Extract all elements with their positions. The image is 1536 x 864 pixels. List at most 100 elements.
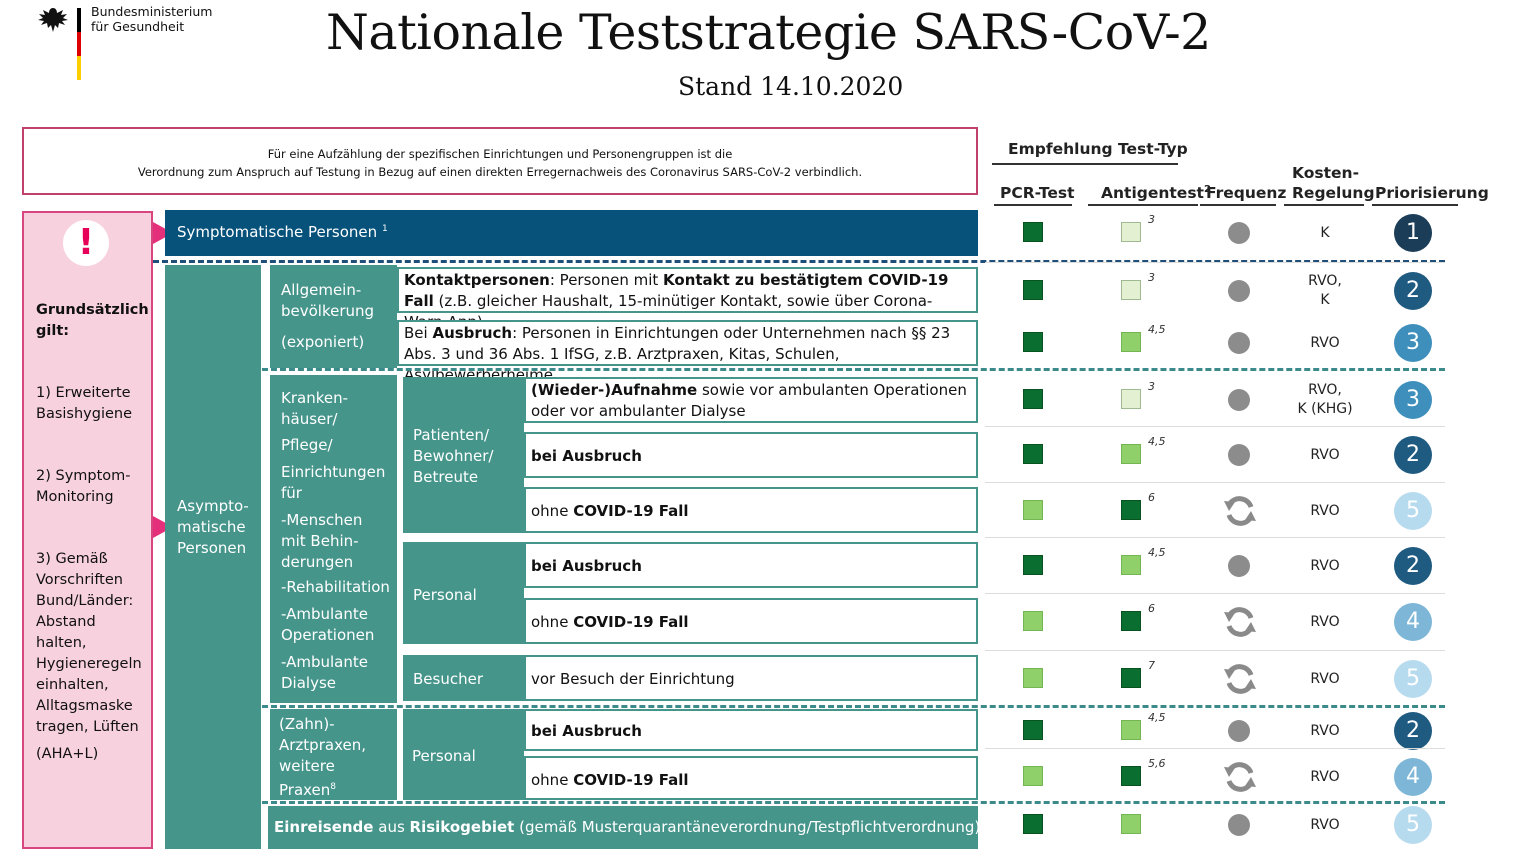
antigen-marker: [1121, 444, 1141, 464]
priority-badge: 4: [1394, 758, 1432, 796]
dot-icon: [1228, 332, 1250, 354]
cost-value: RVO: [1310, 769, 1340, 785]
priority-badge: 3: [1394, 324, 1432, 362]
ministry-line-2: für Gesundheit: [91, 19, 185, 34]
column-priority-underline: [1372, 204, 1458, 206]
travellers-b1: Einreisende: [274, 818, 374, 836]
antigen-marker: [1121, 668, 1141, 688]
hospitals-line-2: Pflege/: [281, 436, 333, 454]
column-frequency: Frequenz: [1206, 184, 1287, 202]
row-separator: [985, 426, 1445, 427]
cycle-icon: [1221, 660, 1259, 698]
practice-staff-box: [403, 709, 524, 800]
symptomatic-bar: [165, 210, 978, 256]
pcr-marker: [1023, 389, 1043, 409]
column-frequency-underline: [1200, 204, 1276, 206]
antigen-marker: [1121, 814, 1141, 834]
row-separator: [985, 593, 1445, 594]
column-group-underline: [992, 163, 1178, 165]
cost-line: K (KHG): [1297, 401, 1353, 417]
antigen-footnote: 4,5: [1148, 711, 1166, 724]
column-antigen-label: Antigentest: [1101, 184, 1204, 203]
practices-text: (Zahn)-Arztpraxen, weitere Praxen: [279, 715, 366, 799]
priority-badge: 2: [1394, 547, 1432, 585]
dot-icon: [1228, 389, 1250, 411]
cost-value: RVO, K: [1280, 272, 1370, 310]
travellers-t1: aus: [373, 818, 410, 836]
practices-label: (Zahn)-Arztpraxen, weitere Praxen8: [279, 714, 389, 801]
antigen-footnote: 5,6: [1148, 757, 1166, 770]
divider-symptomatic: [153, 260, 1445, 263]
symptomatic-sup: 1: [381, 224, 388, 234]
rules-heading: Grundsätzlich gilt:: [36, 302, 149, 339]
row-practice-outbreak: bei Ausbruch: [524, 709, 978, 751]
row5-b1: COVID-19 Fall: [573, 502, 689, 520]
divider-practices: [262, 801, 1445, 804]
dot-icon: [1228, 555, 1250, 577]
hospitals-box: [270, 375, 397, 703]
row-patients-no-case: ohne COVID-19 Fall: [524, 487, 978, 533]
asymptomatic-label: Asympto-matische Personen: [177, 497, 249, 557]
row3-b1: (Wieder-)Aufnahme: [531, 381, 698, 399]
antigen-footnote: 4,5: [1148, 323, 1166, 336]
column-pcr-underline: [994, 204, 1072, 206]
intro-line-2: Verordnung zum Anspruch auf Testung in B…: [137, 165, 863, 179]
row1-t1: : Personen mit: [549, 271, 664, 289]
row2-b1: Ausbruch: [432, 324, 513, 342]
antigen-marker: [1121, 720, 1141, 740]
column-antigen-sup: 2: [1203, 184, 1211, 195]
cost-value: RVO: [1310, 558, 1340, 574]
pcr-marker: [1023, 814, 1043, 834]
cost-value: RVO: [1310, 723, 1340, 739]
priority-badge: 5: [1394, 660, 1432, 698]
row1-b2: Kontakt zu bestätigtem COVID-19 Fall: [404, 271, 949, 310]
row-staff-outbreak: bei Ausbruch: [524, 542, 978, 588]
row10-b1: COVID-19 Fall: [573, 771, 689, 789]
general-population-box: [270, 265, 397, 368]
hospitals-line-4: -Menschen mit Behin-derungen: [281, 511, 363, 571]
travellers-label: Einreisende aus Risikogebiet (gemäß Must…: [274, 818, 980, 836]
divider-general: [262, 368, 1445, 371]
pcr-marker: [1023, 222, 1043, 242]
rule-4: (AHA+L): [36, 746, 99, 762]
row-outbreak: Bei Ausbruch: Personen in Einrichtungen …: [397, 320, 978, 384]
staff-box: [403, 542, 524, 644]
row5-t0: ohne: [531, 502, 574, 520]
cost-value: K: [1320, 225, 1330, 241]
antigen-marker: [1121, 389, 1141, 409]
column-cost-line-1: Kosten-: [1292, 164, 1360, 182]
ministry-name: Bundesministerium für Gesundheit: [91, 4, 271, 34]
column-priority: Priorisierung: [1375, 184, 1489, 202]
cost-value: RVO: [1310, 614, 1340, 630]
row-separator: [985, 748, 1445, 749]
antigen-marker: [1121, 500, 1141, 520]
dot-icon: [1228, 444, 1250, 466]
antigen-marker: [1121, 332, 1141, 352]
rule-3: 3) Gemäß Vorschriften Bund/Länder: Absta…: [36, 551, 142, 735]
intro-line-1: Für eine Aufzählung der spezifischen Ein…: [267, 147, 733, 161]
column-antigen-underline: [1088, 204, 1198, 206]
row-separator: [985, 262, 1445, 263]
row-admission: (Wieder-)Aufnahme sowie vor ambulanten O…: [524, 377, 978, 423]
intro-note: Für eine Aufzählung der spezifischen Ein…: [22, 127, 978, 195]
row6-b1: bei Ausbruch: [531, 557, 642, 575]
priority-badge: 1: [1394, 214, 1432, 252]
symptomatic-label: Symptomatische Personen 1: [177, 223, 388, 241]
hospitals-line-5: -Rehabilitation: [281, 578, 390, 596]
antigen-marker: [1121, 222, 1141, 242]
antigen-footnote: 3: [1148, 213, 1155, 226]
basic-rules-panel: [22, 211, 153, 849]
patients-box: [403, 377, 524, 533]
cycle-icon: [1221, 492, 1259, 530]
row7-b1: COVID-19 Fall: [573, 613, 689, 631]
general-population-label: Allgemein-bevölkerung: [281, 281, 375, 320]
cycle-icon: [1221, 758, 1259, 796]
rule-1: 1) Erweiterte Basishygiene: [36, 385, 133, 422]
column-cost: Kosten- Regelung: [1292, 163, 1375, 203]
pcr-marker: [1023, 555, 1043, 575]
row3-t1: sowie vor ambulanten Operationen oder vo…: [531, 381, 967, 420]
symptomatic-text: Symptomatische Personen: [177, 223, 378, 241]
row10-t0: ohne: [531, 771, 574, 789]
antigen-marker: [1121, 555, 1141, 575]
rule-2: 2) Symptom-Monitoring: [36, 468, 131, 505]
